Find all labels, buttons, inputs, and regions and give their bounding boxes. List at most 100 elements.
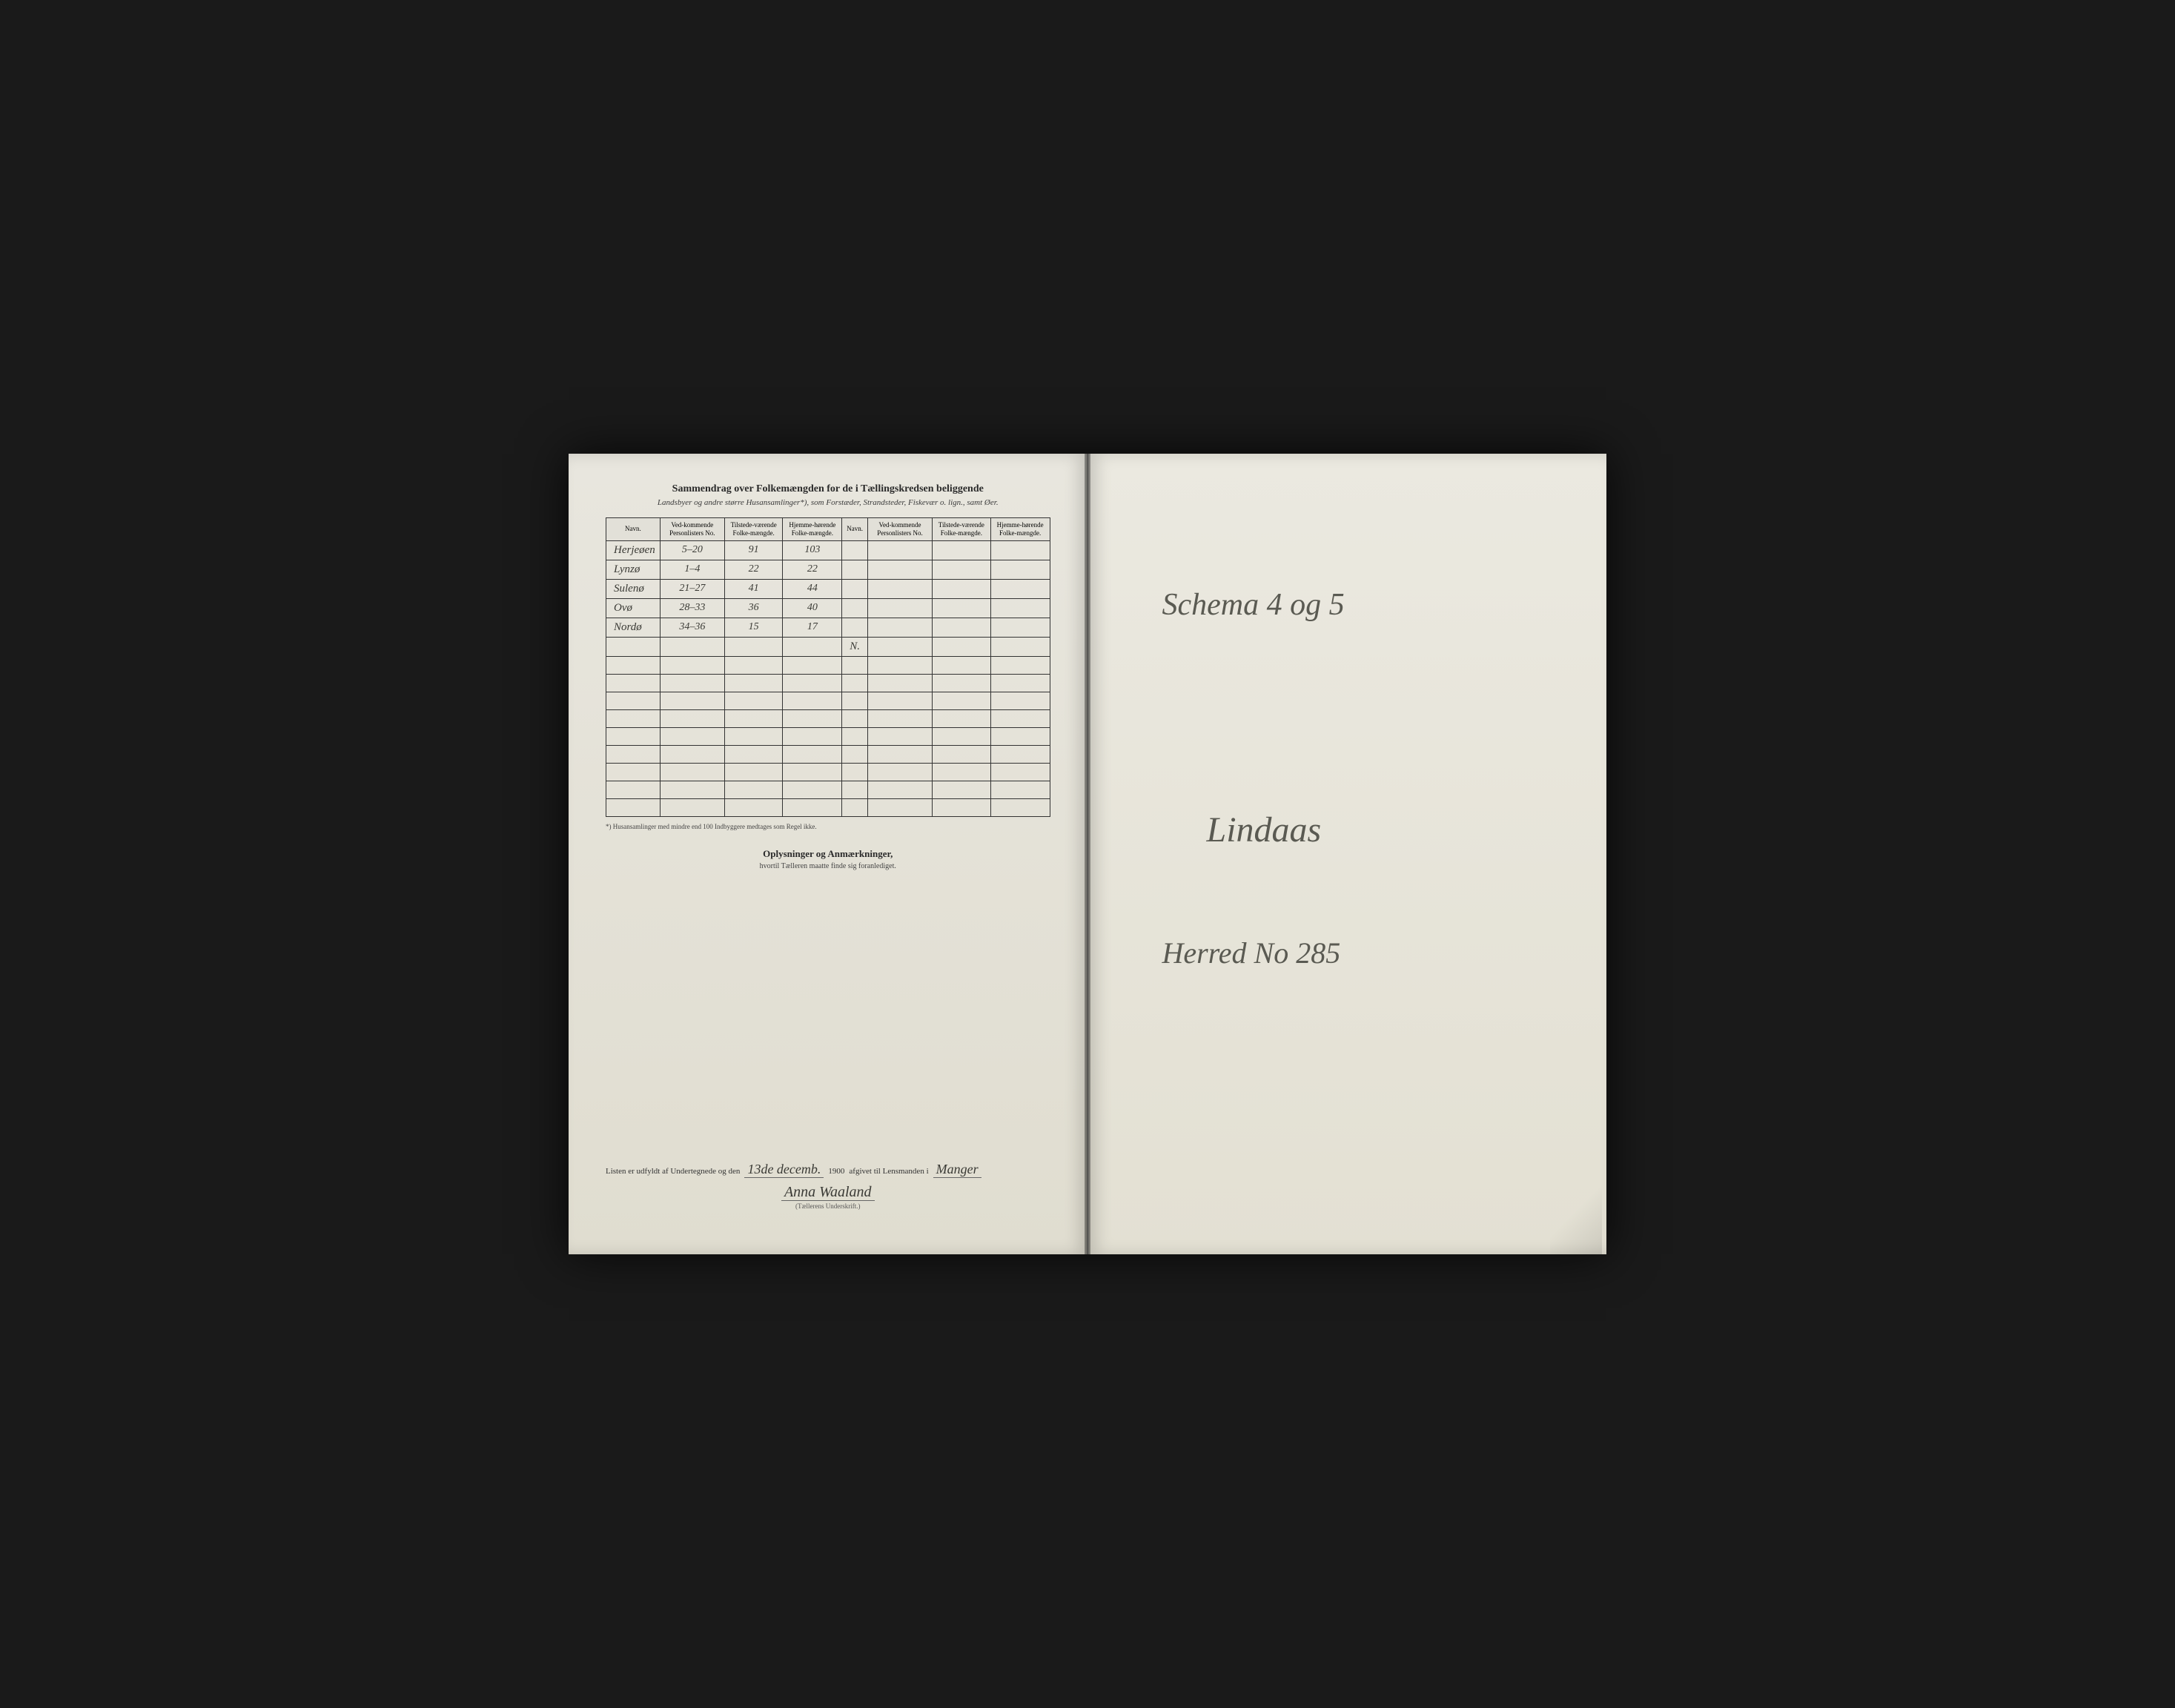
table-cell xyxy=(868,579,933,598)
table-cell xyxy=(783,727,842,745)
table-row xyxy=(606,798,1050,816)
table-cell xyxy=(933,540,991,560)
table-cell xyxy=(868,540,933,560)
table-cell: 34–36 xyxy=(660,618,724,637)
table-cell xyxy=(724,674,783,692)
signer-name-wrap: Anna Waaland xyxy=(606,1184,1050,1201)
sig-place: Manger xyxy=(933,1162,981,1178)
table-cell xyxy=(606,781,661,798)
table-cell xyxy=(842,692,868,709)
table-cell: Nordø xyxy=(606,618,661,637)
table-cell xyxy=(783,781,842,798)
table-cell xyxy=(724,745,783,763)
page-corner-shadow xyxy=(1550,1165,1602,1254)
table-cell xyxy=(724,727,783,745)
table-cell: Ovø xyxy=(606,598,661,618)
table-cell xyxy=(933,579,991,598)
table-cell xyxy=(990,763,1050,781)
table-subtitle: Landsbyer og andre større Husansamlinger… xyxy=(606,498,1050,507)
table-cell xyxy=(660,709,724,727)
table-cell xyxy=(933,727,991,745)
table-cell: 22 xyxy=(783,560,842,579)
table-cell xyxy=(606,674,661,692)
table-cell xyxy=(933,674,991,692)
table-cell xyxy=(660,781,724,798)
table-cell xyxy=(933,692,991,709)
table-cell xyxy=(783,637,842,656)
book-spine xyxy=(1085,454,1090,1254)
table-cell xyxy=(868,560,933,579)
table-cell xyxy=(842,560,868,579)
table-row: Nordø34–361517 xyxy=(606,618,1050,637)
table-cell xyxy=(933,637,991,656)
table-cell xyxy=(783,674,842,692)
table-cell: Herjeøen xyxy=(606,540,661,560)
table-row: Sulenø21–274144 xyxy=(606,579,1050,598)
table-cell: 17 xyxy=(783,618,842,637)
table-cell: 40 xyxy=(783,598,842,618)
table-cell xyxy=(724,709,783,727)
table-cell xyxy=(990,560,1050,579)
table-cell xyxy=(990,618,1050,637)
col-resident: Hjemme-hørende Folke-mængde. xyxy=(783,518,842,541)
table-cell xyxy=(933,763,991,781)
table-cell xyxy=(842,709,868,727)
table-row xyxy=(606,709,1050,727)
table-cell xyxy=(868,763,933,781)
table-cell xyxy=(933,798,991,816)
table-cell: Lynzø xyxy=(606,560,661,579)
table-cell: 5–20 xyxy=(660,540,724,560)
table-cell xyxy=(842,618,868,637)
table-cell xyxy=(606,637,661,656)
table-row xyxy=(606,692,1050,709)
table-cell xyxy=(842,781,868,798)
table-cell xyxy=(868,709,933,727)
table-cell xyxy=(933,709,991,727)
table-cell xyxy=(660,745,724,763)
table-cell xyxy=(868,637,933,656)
col-present-2: Tilstede-værende Folke-mængde. xyxy=(933,518,991,541)
table-cell xyxy=(783,709,842,727)
table-footnote: *) Husansamlinger med mindre end 100 Ind… xyxy=(606,823,1050,830)
table-cell: Sulenø xyxy=(606,579,661,598)
col-name-2: Navn. xyxy=(842,518,868,541)
table-cell xyxy=(990,745,1050,763)
table-cell xyxy=(660,637,724,656)
table-cell xyxy=(990,598,1050,618)
table-cell xyxy=(660,727,724,745)
table-cell xyxy=(724,656,783,674)
table-cell xyxy=(606,745,661,763)
table-cell xyxy=(842,727,868,745)
table-row xyxy=(606,674,1050,692)
table-row xyxy=(606,727,1050,745)
table-cell xyxy=(868,727,933,745)
table-cell xyxy=(842,656,868,674)
table-row xyxy=(606,745,1050,763)
table-cell xyxy=(868,674,933,692)
table-cell: 21–27 xyxy=(660,579,724,598)
col-listno-2: Ved-kommende Personlisters No. xyxy=(868,518,933,541)
table-cell xyxy=(868,618,933,637)
table-cell xyxy=(933,560,991,579)
table-row xyxy=(606,781,1050,798)
sig-date: 13de decemb. xyxy=(744,1162,824,1178)
table-cell xyxy=(842,763,868,781)
table-title: Sammendrag over Folkemængden for de i Tæ… xyxy=(606,483,1050,495)
signature-line: Listen er udfyldt af Undertegnede og den… xyxy=(606,1162,1050,1178)
table-cell xyxy=(990,692,1050,709)
table-cell xyxy=(606,656,661,674)
table-cell xyxy=(990,540,1050,560)
table-cell xyxy=(724,637,783,656)
table-cell xyxy=(868,781,933,798)
table-cell xyxy=(724,763,783,781)
table-cell xyxy=(990,674,1050,692)
col-resident-2: Hjemme-hørende Folke-mængde. xyxy=(990,518,1050,541)
census-table: Navn. Ved-kommende Personlisters No. Til… xyxy=(606,517,1050,817)
sig-middle: afgivet til Lensmanden i xyxy=(849,1167,928,1176)
right-page: Schema 4 og 5 Lindaas Herred No 285 xyxy=(1088,454,1607,1254)
table-cell xyxy=(660,692,724,709)
table-cell xyxy=(606,763,661,781)
table-cell xyxy=(933,618,991,637)
notes-subtitle: hvortil Tælleren maatte finde sig foranl… xyxy=(606,862,1050,870)
table-cell xyxy=(933,598,991,618)
